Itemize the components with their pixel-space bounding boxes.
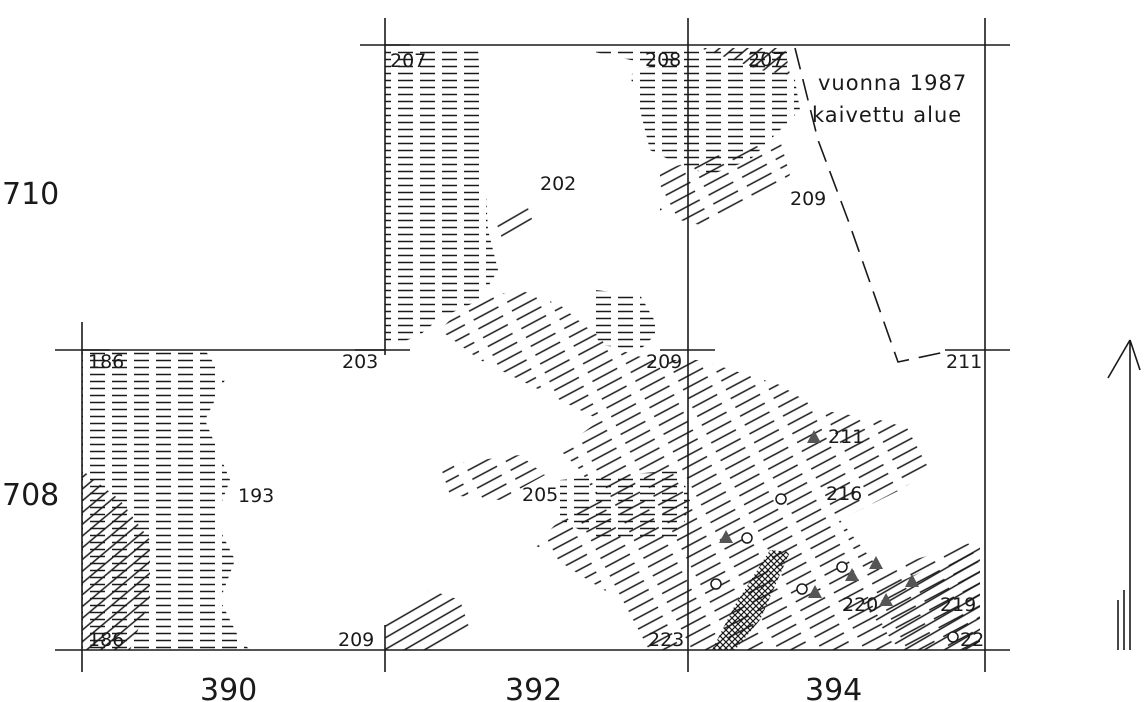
elev-211: 211 (828, 426, 864, 448)
triangle-find-2 (719, 530, 733, 543)
triangle-find-1 (807, 430, 821, 443)
zone-small-lens (496, 208, 534, 244)
finds (710, 430, 959, 643)
zone-center-dashed-lens (560, 470, 690, 540)
hatched-zones (82, 48, 980, 650)
zone-top-right-dense (700, 48, 790, 75)
axis-x-390: 390 (200, 673, 257, 702)
elev-209-top: 209 (790, 188, 826, 210)
circle-find-5 (836, 561, 848, 573)
elevation-labels: 207 208 207 202 209 186 203 209 211 193 … (88, 49, 984, 651)
excavated-area-boundary (794, 47, 946, 363)
elev-219: 219 (940, 594, 976, 616)
axis-y-708: 708 (2, 478, 59, 513)
north-arrow (1107, 339, 1141, 650)
zone-top-left-dashed (385, 48, 498, 345)
circle-find-6 (947, 631, 959, 643)
triangle-finds (719, 430, 919, 606)
elev-202: 202 (540, 173, 576, 195)
circle-find-3 (710, 578, 722, 590)
elev-22: 22 (960, 629, 984, 651)
zone-bottom-left-diagonal (385, 590, 470, 650)
zone-narrow-strip (712, 550, 790, 650)
zone-left-lens (440, 455, 545, 500)
excavation-note: vuonna 1987 kaivettu alue (812, 71, 967, 127)
zone-bottom-right-diagonal (860, 545, 980, 650)
elev-220: 220 (842, 594, 878, 616)
elev-209-bot: 209 (338, 629, 374, 651)
triangle-find-7 (905, 574, 919, 587)
axis-x-392: 392 (505, 673, 562, 702)
circle-find-2 (741, 532, 753, 544)
zone-left-steep (82, 470, 150, 650)
elev-208: 208 (645, 49, 681, 71)
elev-186b: 186 (88, 629, 124, 651)
elev-209-mid: 209 (646, 351, 682, 373)
elev-205: 205 (522, 484, 558, 506)
elev-186a: 186 (88, 351, 124, 373)
axis-y-710: 710 (2, 177, 59, 212)
zone-central-dashed-lens (590, 290, 660, 350)
axis-x-394: 394 (805, 673, 862, 702)
elev-203: 203 (342, 351, 378, 373)
elev-211-right: 211 (946, 351, 982, 373)
grid-lines (55, 18, 1010, 672)
zone-top-mid-dashed (585, 50, 680, 62)
triangle-find-5 (869, 556, 883, 569)
zone-central-band (440, 290, 980, 650)
zone-top-right-dashed (630, 48, 800, 175)
elev-216: 216 (826, 483, 862, 505)
note-line-2: kaivettu alue (812, 103, 962, 127)
elev-207a: 207 (390, 50, 426, 72)
circle-find-4 (796, 583, 808, 595)
zone-top-right-diagonal (660, 140, 790, 225)
elev-193: 193 (238, 485, 274, 507)
circle-find-1 (775, 493, 787, 505)
triangle-find-3 (808, 585, 822, 598)
elev-223: 223 (648, 629, 684, 651)
note-line-1: vuonna 1987 (818, 71, 967, 95)
triangle-find-6 (879, 593, 893, 606)
triangle-find-4 (845, 568, 859, 581)
circle-finds (710, 493, 959, 643)
axis-labels: 710 708 390 392 394 (2, 177, 862, 702)
elev-207b: 207 (748, 49, 784, 71)
